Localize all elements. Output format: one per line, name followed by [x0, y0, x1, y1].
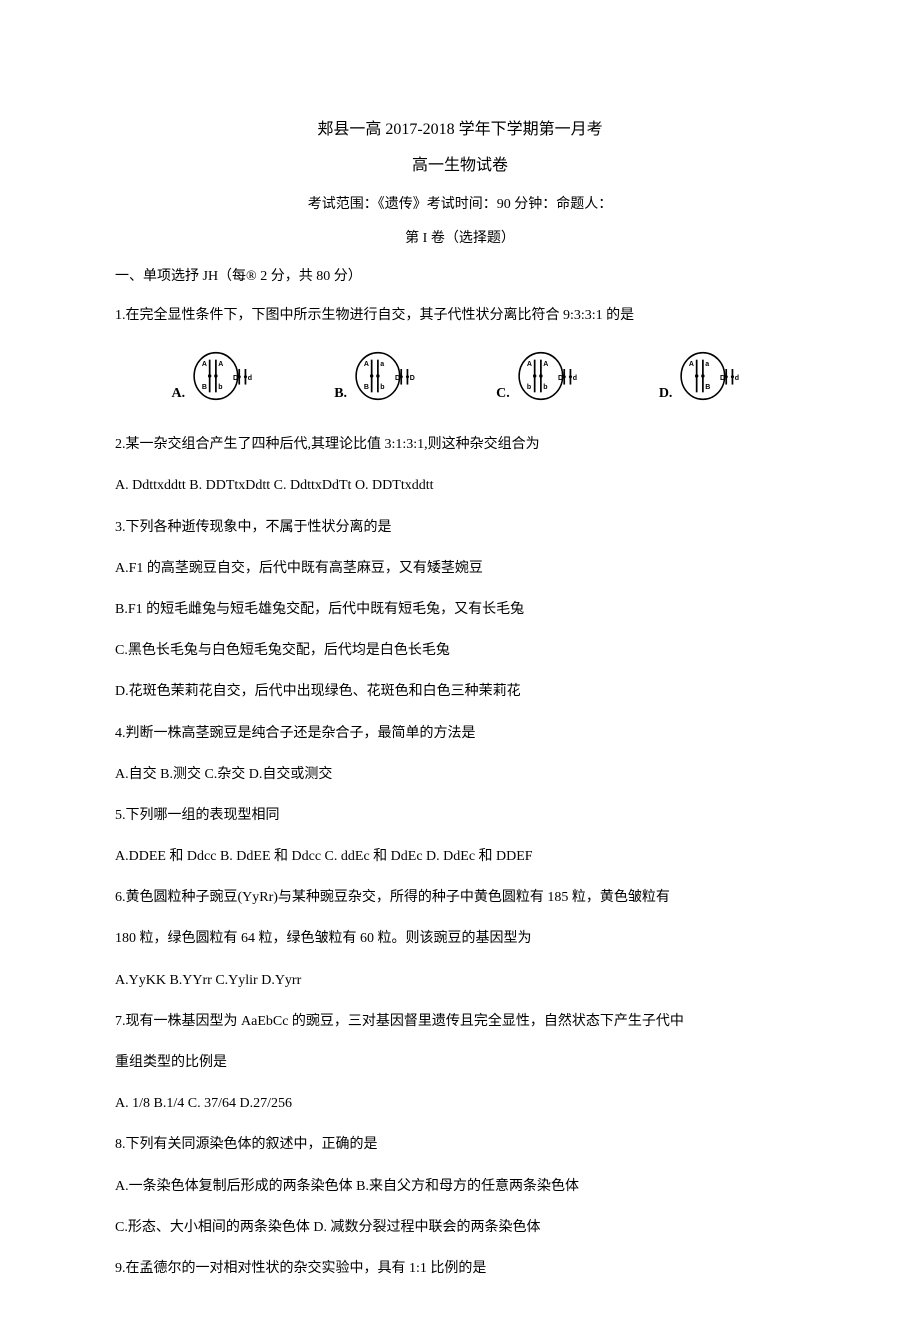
svg-text:b: b: [218, 384, 222, 391]
question-2: 2.某一杂交组合产生了四种后代,其理论比值 3:1:3:1,则这种杂交组合为: [115, 432, 805, 457]
chromosome-icon: A Ab b Dd: [516, 344, 586, 408]
exam-subtitle: 高一生物试卷: [115, 151, 805, 175]
svg-text:A: A: [202, 361, 207, 368]
question-8-options-ab: A.一条染色体复制后形成的两条染色体 B.来自父方和母方的任意两条染色体: [115, 1174, 805, 1199]
svg-text:A: A: [218, 361, 223, 368]
diagram-label: A.: [172, 386, 186, 408]
svg-text:A: A: [689, 361, 694, 368]
chromosome-icon: A A Bb Dd: [191, 344, 261, 408]
question-4-options: A.自交 B.测交 C.杂交 D.自交或测交: [115, 762, 805, 787]
question-5-options: A.DDEE 和 Ddcc B. DdEE 和 Ddcc C. ddEc 和 D…: [115, 844, 805, 869]
svg-text:b: b: [380, 384, 384, 391]
section-header: 第 I 卷（选择题）: [115, 227, 805, 247]
question-7-line1: 7.现有一株基因型为 AaEbCc 的豌豆，三对基因督里遗传且完全显性，自然状态…: [115, 1009, 805, 1034]
svg-text:B: B: [364, 384, 369, 391]
exam-title: 郏县一高 2017-2018 学年下学期第一月考: [115, 115, 805, 139]
question-7-line2: 重组类型的比例是: [115, 1050, 805, 1075]
svg-text:B: B: [706, 384, 711, 391]
chromosome-diagram: D. Aa B Dd: [659, 344, 749, 408]
svg-text:a: a: [380, 361, 384, 368]
diagram-label: B.: [334, 386, 347, 408]
exam-info: 考试范围：《遗传》考试时间：90 分钟：命题人：: [115, 193, 805, 213]
question-3-option-b: B.F1 的短毛雌兔与短毛雄兔交配，后代中既有短毛兔，又有长毛兔: [115, 597, 805, 622]
diagram-label: D.: [659, 386, 673, 408]
svg-text:A: A: [364, 361, 369, 368]
svg-text:D: D: [395, 375, 400, 382]
chromosome-icon: Aa B Dd: [678, 344, 748, 408]
question-9: 9.在孟德尔的一对相对性状的杂交实验中，具有 1:1 比例的是: [115, 1256, 805, 1281]
svg-text:d: d: [248, 375, 252, 382]
question-7-options: A. 1/8 B.1/4 C. 37/64 D.27/256: [115, 1091, 805, 1116]
section-1-title: 一、单项选抒 JH（每® 2 分，共 80 分）: [115, 265, 805, 285]
svg-text:D: D: [720, 375, 725, 382]
question-8-options-cd: C.形态、大小相间的两条染色体 D. 减数分裂过程中联会的两条染色体: [115, 1215, 805, 1240]
svg-text:A: A: [527, 361, 532, 368]
chromosome-diagram: A. A A Bb Dd: [172, 344, 262, 408]
question-6-line1: 6.黄色圆粒种子豌豆(YyRr)与某种豌豆杂交，所得的种子中黄色圆粒有 185 …: [115, 885, 805, 910]
chromosome-icon: Aa Bb D D: [353, 344, 423, 408]
question-1-diagrams: A. A A Bb Dd B. Aa Bb D D C. A Ab b Dd D. Aa B Dd: [115, 344, 805, 408]
question-3-option-c: C.黑色长毛兔与白色短毛兔交配，后代均是白色长毛兔: [115, 638, 805, 663]
svg-text:A: A: [543, 361, 548, 368]
svg-text:B: B: [202, 384, 207, 391]
svg-text:d: d: [735, 375, 739, 382]
question-2-options: A. Ddttxddtt B. DDTtxDdtt C. DdttxDdTt O…: [115, 473, 805, 498]
question-6-line2: 180 粒，绿色圆粒有 64 粒，绿色皱粒有 60 粒。则该豌豆的基因型为: [115, 926, 805, 951]
chromosome-diagram: C. A Ab b Dd: [496, 344, 586, 408]
question-3-option-d: D.花斑色茉莉花自交，后代中出现绿色、花斑色和白色三种茉莉花: [115, 679, 805, 704]
question-5: 5.下列哪一组的表现型相同: [115, 803, 805, 828]
question-3-option-a: A.F1 的高茎豌豆自交，后代中既有高茎麻豆，又有矮茎婉豆: [115, 556, 805, 581]
question-1: 1.在完全显性条件下，下图中所示生物进行自交，其子代性状分离比符合 9:3:3:…: [115, 303, 805, 328]
question-3: 3.下列各种逝传现象中，不属于性状分离的是: [115, 515, 805, 540]
svg-text:D: D: [558, 375, 563, 382]
svg-text:D: D: [410, 375, 415, 382]
svg-text:D: D: [233, 375, 238, 382]
svg-text:d: d: [573, 375, 577, 382]
question-4: 4.判断一株高茎豌豆是纯合子还是杂合子，最简单的方法是: [115, 721, 805, 746]
question-8: 8.下列有关同源染色体的叙述中，正确的是: [115, 1132, 805, 1157]
svg-text:b: b: [543, 384, 547, 391]
chromosome-diagram: B. Aa Bb D D: [334, 344, 423, 408]
diagram-label: C.: [496, 386, 510, 408]
svg-text:a: a: [706, 361, 710, 368]
svg-text:b: b: [527, 384, 531, 391]
question-6-options: A.YyKK B.YYrr C.Yylir D.Yyrr: [115, 968, 805, 993]
